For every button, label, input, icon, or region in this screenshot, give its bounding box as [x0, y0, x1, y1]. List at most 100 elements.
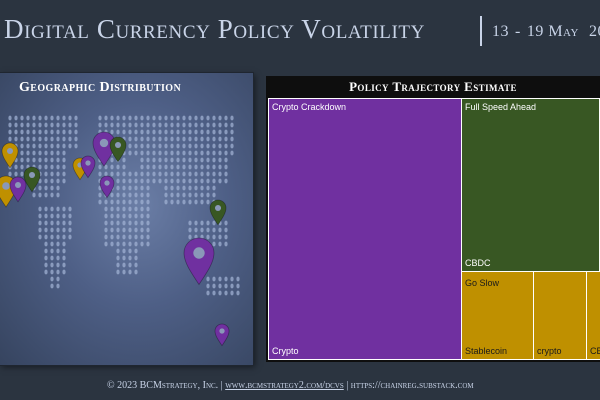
- map-dot: [206, 136, 210, 142]
- map-pin-icon[interactable]: [99, 175, 115, 199]
- map-dot: [200, 122, 204, 128]
- map-dot: [194, 220, 198, 226]
- map-dot: [44, 213, 48, 219]
- map-dot: [128, 227, 132, 233]
- map-dot: [134, 178, 138, 184]
- map-dot: [218, 136, 222, 142]
- map-dot: [134, 234, 138, 240]
- map-dot: [128, 206, 132, 212]
- map-dot: [56, 206, 60, 212]
- map-dot: [152, 122, 156, 128]
- map-dot: [56, 185, 60, 191]
- treemap-cell-go-slow-cbdc[interactable]: CB: [586, 271, 600, 360]
- map-dot: [206, 276, 210, 282]
- map-dot: [116, 199, 120, 205]
- map-dot: [128, 185, 132, 191]
- map-dot: [218, 227, 222, 233]
- footer-link-dcvs[interactable]: www.bcmstrategy2.com/dcvs: [225, 380, 344, 391]
- treemap-cell-go-slow-stablecoin[interactable]: Go Slow Stablecoin: [461, 271, 534, 360]
- map-pin-hole: [14, 181, 22, 189]
- map-dot: [152, 136, 156, 142]
- map-dot: [140, 199, 144, 205]
- map-dot: [194, 185, 198, 191]
- map-dot: [146, 122, 150, 128]
- map-dot: [146, 241, 150, 247]
- map-dot: [212, 136, 216, 142]
- map-dot: [8, 122, 12, 128]
- map-dot: [44, 178, 48, 184]
- map-dot: [128, 234, 132, 240]
- map-dot: [212, 164, 216, 170]
- map-pin-icon[interactable]: [9, 176, 27, 203]
- map-dot: [140, 192, 144, 198]
- map-dot: [128, 213, 132, 219]
- map-dot: [44, 115, 48, 121]
- map-pin-icon[interactable]: [1, 142, 19, 169]
- map-dot: [170, 199, 174, 205]
- map-dot: [122, 262, 126, 268]
- map-dot: [188, 227, 192, 233]
- map-dot: [176, 185, 180, 191]
- map-dot: [128, 136, 132, 142]
- map-dot: [200, 227, 204, 233]
- map-pin-icon[interactable]: [80, 155, 96, 179]
- map-dot: [230, 150, 234, 156]
- map-dot: [188, 164, 192, 170]
- map-dot: [206, 164, 210, 170]
- map-dot: [206, 234, 210, 240]
- map-dot: [98, 115, 102, 121]
- map-dot: [32, 122, 36, 128]
- map-dot: [206, 129, 210, 135]
- map-pin-icon[interactable]: [209, 199, 227, 226]
- map-dot: [14, 164, 18, 170]
- map-dot: [152, 129, 156, 135]
- map-pin-hole: [28, 171, 36, 179]
- map-dot: [38, 122, 42, 128]
- map-dot: [56, 276, 60, 282]
- map-dot: [50, 234, 54, 240]
- map-dot: [164, 164, 168, 170]
- map-dot: [140, 227, 144, 233]
- map-dot: [182, 171, 186, 177]
- map-dot: [164, 192, 168, 198]
- page-title: Digital Currency Policy Volatility: [4, 14, 425, 44]
- map-dot: [56, 136, 60, 142]
- map-dot: [164, 143, 168, 149]
- map-dot: [122, 213, 126, 219]
- map-dot: [194, 164, 198, 170]
- map-dot: [68, 122, 72, 128]
- map-pin-icon[interactable]: [214, 323, 230, 347]
- map-dot: [182, 164, 186, 170]
- map-dot: [146, 185, 150, 191]
- treemap-cell-go-slow-crypto[interactable]: crypto: [533, 271, 587, 360]
- map-pin-icon[interactable]: [23, 166, 41, 193]
- footer-link-substack[interactable]: https://chainreg.substack.com: [350, 380, 474, 391]
- map-dot: [128, 171, 132, 177]
- map-dot: [212, 276, 216, 282]
- map-dot: [110, 227, 114, 233]
- map-dot: [122, 192, 126, 198]
- map-dot: [212, 227, 216, 233]
- map-dot: [50, 185, 54, 191]
- map-dot: [62, 220, 66, 226]
- map-dot: [50, 283, 54, 289]
- map-dot: [164, 129, 168, 135]
- map-pin-hole: [214, 204, 222, 212]
- map-dot: [32, 143, 36, 149]
- map-dot: [188, 143, 192, 149]
- treemap-cell-full-speed-ahead[interactable]: Full Speed Ahead CBDC: [461, 98, 600, 272]
- map-dot: [20, 164, 24, 170]
- map-dot: [170, 129, 174, 135]
- map-dot: [206, 122, 210, 128]
- map-pin-icon[interactable]: [109, 136, 127, 163]
- map-dot: [176, 122, 180, 128]
- map-dot: [98, 171, 102, 177]
- map-dot: [134, 241, 138, 247]
- map-dot: [134, 255, 138, 261]
- map-dot: [182, 143, 186, 149]
- map-pin-icon[interactable]: [183, 237, 215, 286]
- map-dot: [44, 206, 48, 212]
- treemap-cell-crypto-crackdown[interactable]: Crypto Crackdown Crypto: [268, 98, 462, 360]
- map-dot: [56, 157, 60, 163]
- map-dot: [32, 192, 36, 198]
